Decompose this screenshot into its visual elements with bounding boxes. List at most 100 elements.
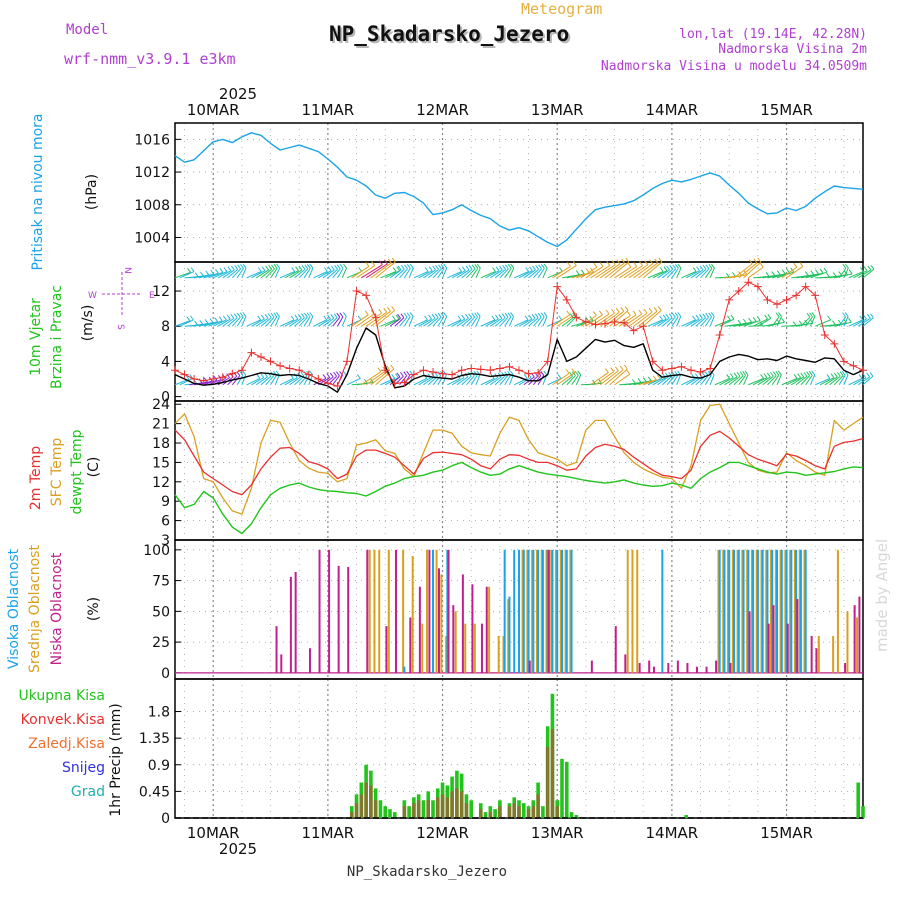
gust-marker [390, 379, 399, 388]
wind-barb-flag [214, 317, 219, 322]
wind-barb [623, 265, 643, 279]
gust-marker [706, 364, 715, 373]
wind-barb [685, 270, 700, 279]
wind-barb [614, 266, 632, 279]
wind-barb [604, 262, 625, 279]
wind-barb-flag [392, 267, 397, 272]
wind-barb-flag [648, 307, 653, 313]
wind-barb-flag [806, 371, 810, 377]
gust-marker [581, 317, 590, 326]
mid-cloud-bar [559, 549, 562, 673]
wind-barb-flag [424, 315, 428, 321]
wind-barb-flag [748, 317, 752, 323]
mid-cloud-bar [741, 549, 744, 673]
wind-barb-flag [699, 265, 704, 271]
wind-barb-flag [841, 370, 846, 376]
pressure-label: Pritisak na nivou mora [30, 113, 46, 270]
ytick-label: 6 [161, 514, 170, 530]
gust-marker [792, 291, 801, 300]
wind-barb [518, 270, 533, 279]
low-cloud-bar [796, 599, 799, 673]
wind-barb [265, 375, 275, 386]
wind-barb [451, 318, 465, 327]
wind-barb-flag [862, 373, 867, 378]
wind-barb [638, 379, 657, 386]
low-cloud-bar [337, 565, 340, 673]
wind-barb [800, 316, 811, 327]
wind-barb [327, 268, 338, 279]
wind-barb [427, 268, 439, 279]
wind-barb-flag [534, 313, 539, 319]
wind-barb [208, 320, 223, 327]
ytick-label: 1008 [134, 198, 170, 214]
conv-precip-bar [435, 797, 440, 818]
conv-precip-bar [364, 782, 368, 818]
wind-barb [442, 267, 448, 279]
dewpt-line [174, 461, 864, 535]
low-cloud-bar [528, 660, 531, 673]
high-cloud-bar [747, 549, 750, 673]
total-precip-bar [564, 761, 569, 818]
low-cloud-bar [308, 648, 311, 673]
wind-barb-flag [671, 312, 676, 318]
wind-barb [480, 319, 496, 327]
low-cloud-bar [686, 663, 689, 673]
wind-barb-flag [392, 315, 396, 321]
wind-barb-flag [567, 262, 571, 267]
wind-barb [647, 377, 663, 386]
wind-barb [537, 316, 545, 327]
gust-marker [648, 357, 657, 366]
gust-marker [620, 318, 629, 327]
wind-barb-flag [605, 309, 610, 315]
wind-barb-flag [294, 314, 299, 320]
sfc-temp-line [174, 403, 864, 515]
wind-barb-flag [798, 320, 803, 326]
low-cloud-bar [853, 605, 856, 673]
wind-barb [728, 375, 741, 386]
wind-barb [833, 375, 844, 386]
wind-barb-flag [458, 267, 463, 272]
wind-barb [274, 316, 280, 327]
wind-barb [743, 319, 761, 327]
wind-barb-flag [836, 371, 841, 377]
wind-barb [203, 272, 219, 279]
wind-barb [690, 317, 703, 327]
day-label-top: 13MAR [531, 101, 584, 119]
wind-barb [809, 374, 816, 385]
compass-west: W [88, 291, 97, 301]
ytick-label: 9 [161, 494, 170, 510]
wind-barb [815, 319, 831, 327]
wind-barb [394, 268, 405, 279]
wind-barb-flag [732, 272, 736, 277]
wind-barb [418, 270, 433, 279]
wind-barb [499, 268, 509, 279]
wind-barb [762, 375, 774, 386]
wind-barb-flag [611, 260, 616, 266]
wind-barb-flag [377, 367, 382, 372]
wind-barb [834, 273, 853, 279]
wind-barb-flag [210, 269, 215, 275]
wind-barb [270, 316, 278, 327]
wind-barb [738, 374, 747, 386]
wind-barb [423, 376, 435, 386]
wind-barb [475, 316, 481, 327]
wind-barb-flag [339, 264, 344, 269]
wind-barb [227, 317, 238, 327]
wind-barb-flag [290, 315, 295, 321]
wind-barb [652, 270, 668, 279]
mid-cloud-bar [798, 549, 801, 673]
wind-barb [332, 268, 341, 279]
wind-barb [370, 310, 391, 327]
wind-barb-flag [621, 258, 625, 264]
wind-barb [213, 271, 228, 279]
mid-cloud-bar [526, 549, 529, 673]
wind-barb [791, 376, 805, 386]
wind-barb [213, 319, 227, 327]
high-cloud-bar [508, 596, 511, 673]
mid-cloud-bar [378, 549, 381, 673]
gust-marker [314, 375, 323, 384]
mid-cloud-bar [736, 549, 739, 673]
wind-barb-flag [737, 319, 742, 325]
wind-barb [504, 268, 512, 279]
conv-precip-bar [349, 812, 354, 818]
